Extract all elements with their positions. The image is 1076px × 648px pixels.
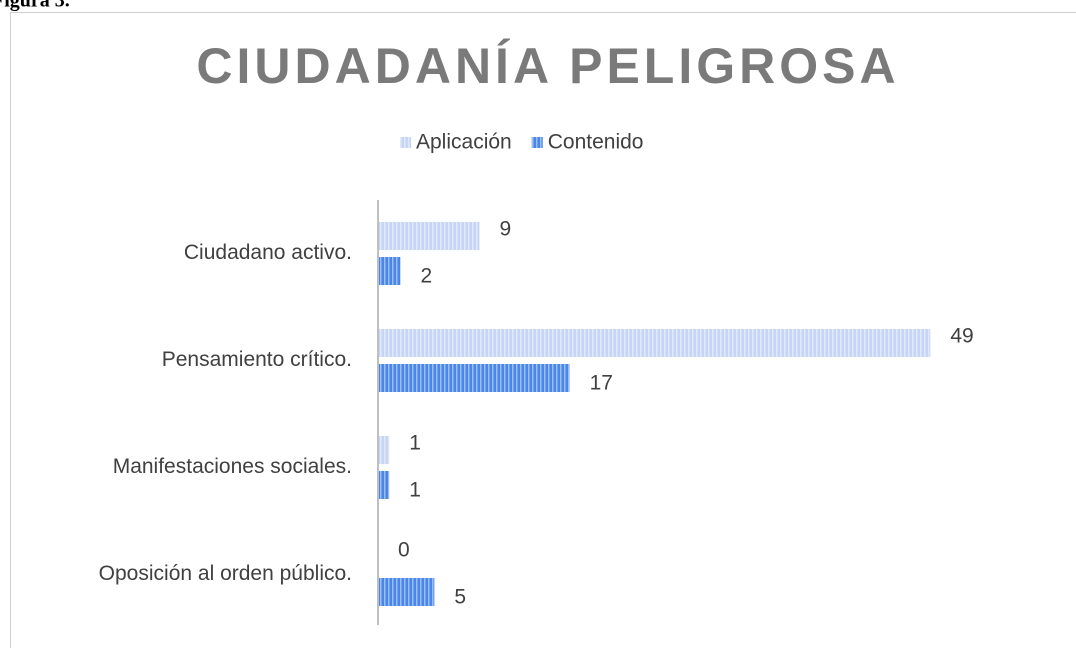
y-tick-label: Pensamiento crítico.: [162, 348, 352, 371]
legend-label: Aplicación: [416, 131, 512, 154]
data-label: 0: [398, 539, 410, 562]
y-tick-label: Ciudadano activo.: [184, 241, 352, 264]
bar: [378, 257, 401, 285]
data-label: 17: [590, 372, 613, 395]
bar: [378, 364, 570, 392]
data-label: 9: [499, 218, 511, 241]
y-tick-label: Oposición al orden público.: [99, 562, 352, 585]
chart-frame: [10, 12, 1076, 648]
bar: [378, 436, 390, 464]
data-label: 1: [409, 432, 421, 455]
bar: [378, 222, 480, 250]
bar: [378, 471, 390, 499]
y-tick-label: Manifestaciones sociales.: [113, 455, 352, 478]
chart-title: CIUDADANÍA PELIGROSA: [196, 38, 899, 94]
bar: [378, 578, 435, 606]
data-label: 2: [421, 265, 433, 288]
bar: [378, 329, 931, 357]
data-label: 49: [950, 325, 973, 348]
legend-label: Contenido: [548, 131, 644, 154]
caption: Figura 3.: [0, 0, 70, 12]
legend-swatch: [531, 137, 543, 148]
data-label: 5: [454, 586, 466, 609]
legend-swatch: [400, 137, 411, 148]
data-label: 1: [409, 479, 421, 502]
